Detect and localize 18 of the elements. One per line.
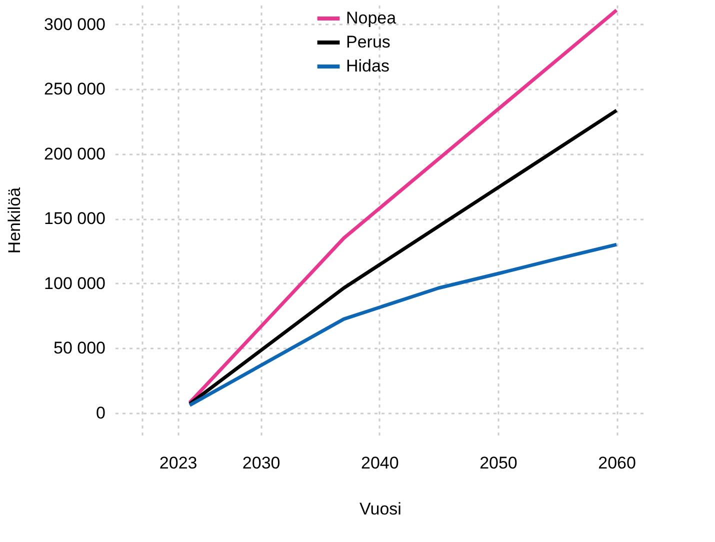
y-tick-label: 50 000 <box>54 338 106 358</box>
y-tick-label: 300 000 <box>44 14 106 34</box>
x-tick-label: 2023 <box>159 454 198 472</box>
legend-label: Hidas <box>346 56 390 76</box>
y-axis-title: Henkilöä <box>5 186 24 254</box>
legend-label: Perus <box>346 32 390 52</box>
x-tick-label: 2030 <box>242 454 280 472</box>
y-tick-label: 0 <box>96 403 106 422</box>
x-axis-title: Vuosi <box>360 500 402 518</box>
y-tick-label: 200 000 <box>44 144 106 164</box>
y-tick-label: 250 000 <box>44 80 106 99</box>
x-tick-label: 2040 <box>360 454 399 472</box>
y-tick-label: 100 000 <box>44 274 106 293</box>
line-series <box>188 242 618 407</box>
legend-label: Nopea <box>346 8 397 28</box>
x-tick-label: 2060 <box>598 454 636 472</box>
y-tick-label: 150 000 <box>44 209 106 228</box>
x-tick-label: 2050 <box>480 454 518 472</box>
